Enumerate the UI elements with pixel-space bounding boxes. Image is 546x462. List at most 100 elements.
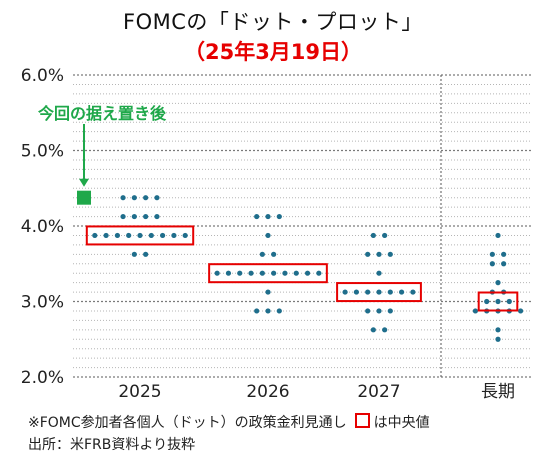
- dot: [276, 213, 282, 220]
- dot: [182, 232, 188, 239]
- dot: [120, 213, 126, 220]
- dot: [265, 232, 271, 239]
- dot: [265, 308, 271, 314]
- current-rate-marker: [77, 124, 91, 205]
- dot: [248, 270, 254, 276]
- dot: [399, 289, 405, 295]
- dot: [501, 261, 507, 267]
- gridlines: [73, 74, 532, 379]
- chart-subtitle: （25年3月19日）: [183, 40, 363, 64]
- dot: [225, 270, 232, 276]
- median-boxes: [85, 225, 519, 312]
- dot: [143, 251, 149, 257]
- median-box: [477, 291, 519, 312]
- y-tick-label: 4.0%: [21, 217, 64, 237]
- dot: [271, 251, 277, 257]
- dot: [131, 195, 137, 201]
- dot: [143, 195, 149, 201]
- x-tick-label: 2026: [246, 382, 289, 402]
- dot: [131, 213, 137, 220]
- dots: [92, 195, 524, 342]
- dot: [342, 289, 348, 295]
- dot: [501, 251, 507, 257]
- dot: [92, 232, 98, 239]
- dot: [382, 327, 388, 333]
- dot: [131, 251, 137, 257]
- dot: [271, 270, 277, 276]
- dot: [495, 232, 501, 239]
- median-legend-label: は中央値: [373, 415, 430, 431]
- y-tick-label: 5.0%: [21, 142, 64, 162]
- dot: [171, 232, 177, 239]
- dot: [265, 289, 271, 295]
- dot: [316, 270, 322, 276]
- dot: [518, 308, 524, 314]
- dot: [506, 298, 512, 305]
- dot: [276, 308, 282, 314]
- dot: [120, 195, 126, 201]
- dot: [365, 251, 371, 257]
- dot: [154, 195, 160, 201]
- dot: [154, 213, 160, 220]
- dot: [365, 289, 371, 295]
- dot: [254, 213, 260, 220]
- dot: [495, 327, 501, 333]
- dot: [137, 232, 143, 239]
- dot: [495, 280, 501, 286]
- dot: [365, 308, 371, 314]
- chart-title: FOMCの「ドット・プロット」: [123, 10, 423, 34]
- dot: [265, 213, 271, 220]
- dot: [472, 308, 478, 314]
- dot: [387, 251, 393, 257]
- y-tick-label: 6.0%: [21, 66, 64, 86]
- dot: [103, 232, 109, 239]
- current-rate-square: [77, 190, 91, 205]
- median-legend-box: [354, 413, 370, 428]
- dot: [282, 270, 288, 276]
- arrow-head: [79, 178, 89, 187]
- dot-plot-chart: 2.0% 3.0% 4.0% 5.0% 6.0% 2025 2026 2027 長期: [21, 66, 532, 402]
- dot: [353, 289, 359, 295]
- x-axis-ticks: 2025 2026 2027 長期: [118, 382, 515, 402]
- dot: [160, 232, 166, 239]
- dot: [214, 270, 220, 276]
- dot: [410, 289, 416, 295]
- dot: [495, 336, 501, 342]
- dot: [387, 289, 393, 295]
- x-tick-label: 長期: [481, 382, 515, 402]
- x-tick-label: 2027: [357, 382, 400, 402]
- footnote: ※FOMC参加者各個人（ドット）の政策金利見通し は中央値: [28, 412, 430, 432]
- y-tick-label: 3.0%: [21, 293, 64, 313]
- dot: [370, 232, 376, 239]
- dot: [489, 261, 495, 267]
- source-note: 出所：米FRB資料より抜粋: [28, 437, 196, 453]
- dot: [293, 270, 299, 276]
- dot: [382, 232, 388, 239]
- dot: [143, 213, 149, 220]
- dot: [259, 270, 265, 276]
- dot: [126, 232, 132, 239]
- dot: [114, 232, 120, 239]
- dot: [304, 270, 311, 276]
- dot: [495, 298, 501, 305]
- dot: [254, 308, 260, 314]
- x-tick-label: 2025: [118, 382, 161, 402]
- dot: [148, 232, 154, 239]
- dot: [259, 251, 265, 257]
- annotation-label: 今回の据え置き後: [38, 104, 167, 123]
- dot: [387, 308, 393, 314]
- dot: [370, 327, 376, 333]
- median-box: [208, 263, 328, 284]
- y-tick-label: 2.0%: [21, 368, 64, 388]
- dot: [376, 251, 382, 257]
- dot: [376, 308, 382, 314]
- dot: [376, 270, 382, 276]
- y-axis-ticks: 2.0% 3.0% 4.0% 5.0% 6.0%: [21, 66, 64, 388]
- median-box: [85, 225, 195, 246]
- dot: [376, 289, 382, 295]
- footnote-text: ※FOMC参加者各個人（ドット）の政策金利見通し: [28, 415, 347, 431]
- dot: [484, 298, 490, 305]
- dot: [489, 251, 495, 257]
- dot: [237, 270, 243, 276]
- median-box: [336, 282, 422, 303]
